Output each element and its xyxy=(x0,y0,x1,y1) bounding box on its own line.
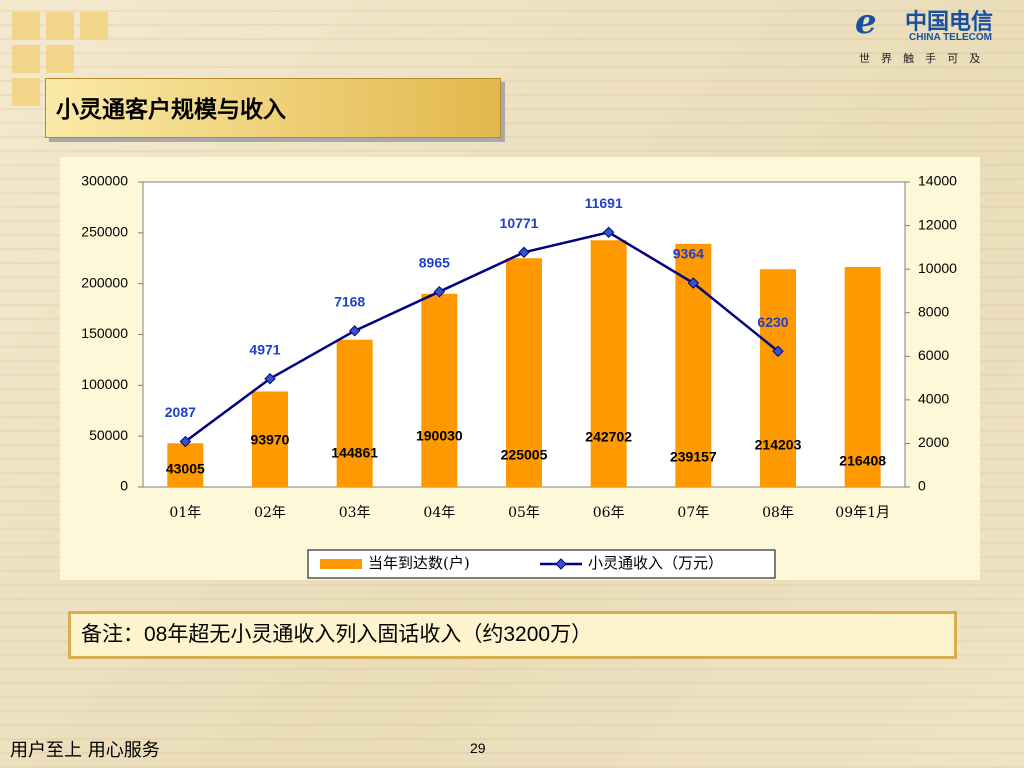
y2-tick-label: 2000 xyxy=(918,434,949,450)
note: 备注：08年超无小灵通收入列入固话收入（约3200万） xyxy=(68,611,957,659)
logo: ℯ 中国电信 CHINA TELECOM 世 界 触 手 可 及 xyxy=(855,2,1015,66)
y2-tick-label: 8000 xyxy=(918,303,949,319)
y2-tick-label: 12000 xyxy=(918,216,957,232)
x-tick-label: 02年 xyxy=(254,505,286,521)
line-marker xyxy=(772,345,784,357)
decor xyxy=(46,45,74,73)
y2-tick-label: 0 xyxy=(918,478,926,494)
bar xyxy=(506,258,542,487)
y-tick-label: 100000 xyxy=(81,376,128,392)
decor xyxy=(12,78,40,106)
x-tick-label: 04年 xyxy=(423,505,455,521)
line-value-label: 6230 xyxy=(757,314,788,330)
y-tick-label: 150000 xyxy=(81,325,128,341)
bar xyxy=(336,339,373,487)
line-marker xyxy=(348,325,361,337)
y2-tick-label: 6000 xyxy=(918,347,949,363)
bar-value-label: 214203 xyxy=(755,437,802,453)
line-marker xyxy=(602,226,615,239)
x-tick-label: 06年 xyxy=(593,505,625,521)
y2-tick-label: 10000 xyxy=(918,260,957,276)
line-marker xyxy=(518,246,530,259)
bar-value-label: 239157 xyxy=(670,449,717,465)
slide-title: 小灵通客户规模与收入 xyxy=(45,78,501,138)
x-tick-label: 01年 xyxy=(169,505,201,521)
bar-value-label: 190030 xyxy=(416,428,463,444)
legend-label: 小灵通收入（万元） xyxy=(588,554,723,572)
line-value-label: 7168 xyxy=(334,294,365,310)
bar xyxy=(421,293,458,487)
y-tick-label: 0 xyxy=(120,478,128,494)
x-tick-label: 05年 xyxy=(508,505,540,521)
y2-tick-label: 4000 xyxy=(918,391,949,407)
legend-swatch xyxy=(320,559,362,569)
y-tick-label: 300000 xyxy=(81,173,128,189)
logo-icon: ℯ xyxy=(855,3,877,41)
line-value-label: 10771 xyxy=(500,215,539,231)
x-tick-label: 09年1月 xyxy=(835,505,890,521)
y-tick-label: 50000 xyxy=(89,427,128,443)
line-value-label: 9364 xyxy=(673,246,704,262)
page-number: 29 xyxy=(470,740,486,756)
bar-value-label: 216408 xyxy=(839,453,886,469)
x-tick-label: 03年 xyxy=(339,505,371,521)
y-tick-label: 250000 xyxy=(81,224,128,240)
x-tick-label: 08年 xyxy=(762,505,794,521)
bar-value-label: 43005 xyxy=(166,461,205,477)
line-value-label: 8965 xyxy=(419,254,450,270)
bar xyxy=(252,391,288,487)
decor xyxy=(80,12,108,40)
line xyxy=(184,230,779,443)
bar-value-label: 242702 xyxy=(585,429,632,445)
bar xyxy=(590,240,627,487)
y-tick-label: 200000 xyxy=(81,274,128,290)
line-marker xyxy=(179,435,192,448)
decor xyxy=(12,12,40,40)
line-marker xyxy=(433,285,446,298)
bar xyxy=(760,269,796,487)
decor xyxy=(12,45,40,73)
logo-name: 中国电信 xyxy=(905,9,994,34)
legend-label: 当年到达数(户) xyxy=(368,554,470,572)
bar-value-label: 225005 xyxy=(501,447,548,463)
x-tick-label: 07年 xyxy=(677,505,709,521)
line-marker xyxy=(264,372,276,385)
footer: 用户至上 用心服务 xyxy=(10,740,160,761)
legend-swatch-marker xyxy=(555,558,567,570)
logo-slogan: 世 界 触 手 可 及 xyxy=(859,53,985,65)
line-value-label: 11691 xyxy=(585,195,623,211)
line-marker xyxy=(687,277,700,289)
logo-english: CHINA TELECOM xyxy=(909,32,992,43)
decor xyxy=(46,12,74,40)
bar-value-label: 93970 xyxy=(251,432,290,448)
bar-value-label: 144861 xyxy=(331,445,378,461)
bar xyxy=(167,443,204,487)
line-value-label: 4971 xyxy=(249,341,280,357)
line-value-label: 2087 xyxy=(165,404,196,420)
y2-tick-label: 14000 xyxy=(918,173,957,189)
bar xyxy=(844,266,881,487)
